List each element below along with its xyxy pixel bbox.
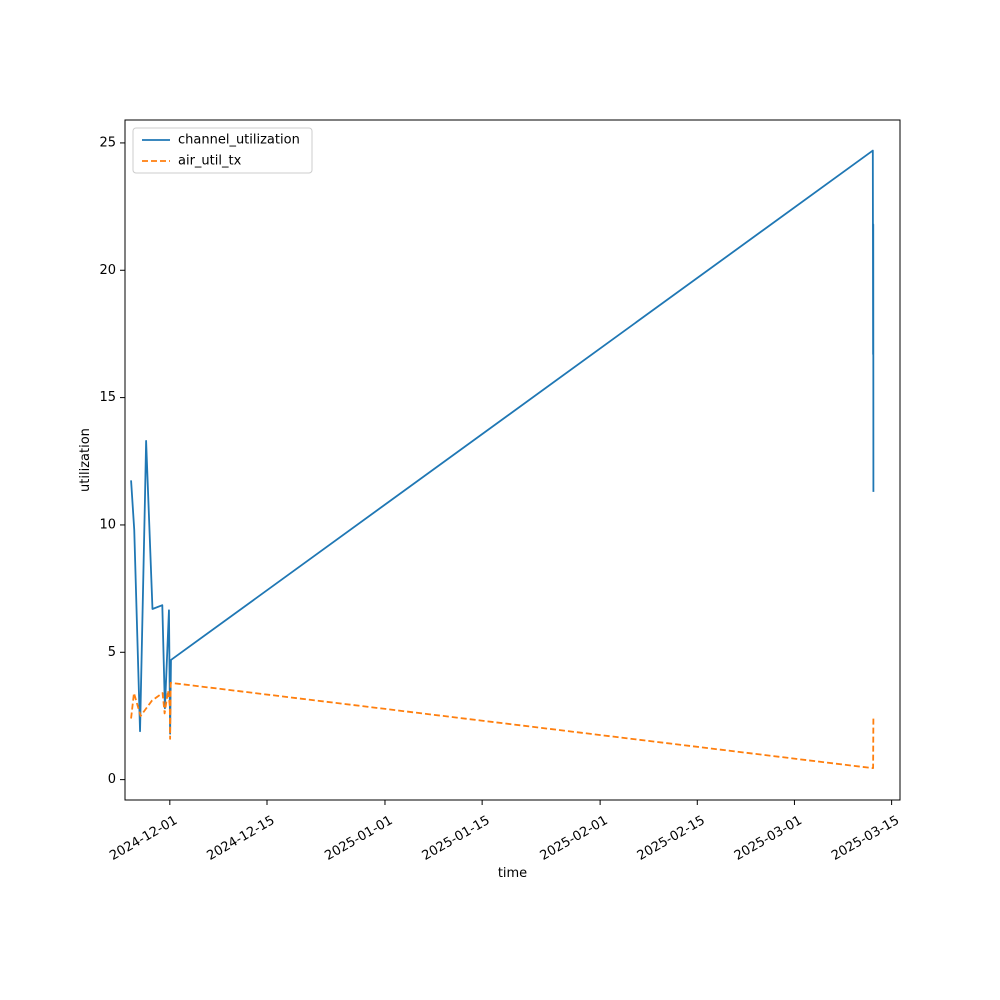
series-layer: [130, 149, 875, 770]
legend-label: air_util_tx: [178, 154, 242, 169]
series-line-channel-utilization: [130, 149, 875, 735]
y-axis: 0 5 10 15 20 25: [99, 135, 125, 787]
y-tick-label: 20: [99, 263, 116, 278]
y-tick-label: 0: [108, 772, 116, 787]
x-axis-title: time: [498, 866, 527, 881]
y-tick-label: 25: [99, 135, 116, 150]
y-tick-label: 15: [99, 390, 116, 405]
legend-box: [132, 127, 313, 174]
legend-label: channel_utilization: [178, 133, 300, 148]
plot-frame: [124, 119, 901, 801]
series-line-air-util-tx: [130, 681, 875, 770]
y-axis-title: utilization: [78, 428, 93, 492]
y-tick-label: 10: [99, 517, 116, 532]
legend: channel_utilization air_util_tx: [132, 127, 313, 174]
y-tick-label: 5: [108, 645, 116, 660]
